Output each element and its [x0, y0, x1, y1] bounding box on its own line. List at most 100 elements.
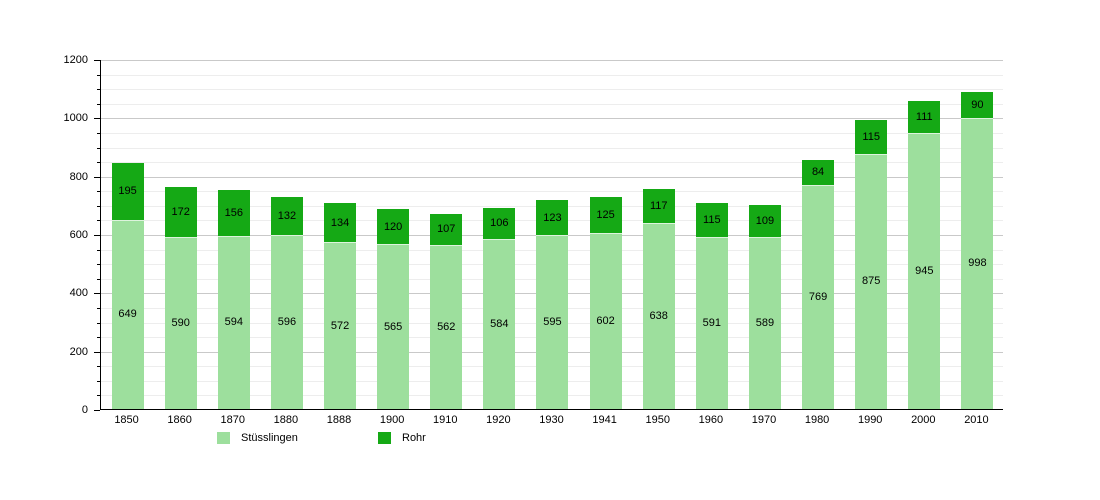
y-axis-major-tick: [94, 60, 100, 61]
bar-segment-rohr: [483, 207, 516, 239]
stacked-bar: 769 84: [802, 60, 835, 409]
bar-value-label-rohr: 106: [490, 217, 509, 230]
y-axis-minor-tick: [97, 191, 100, 193]
bar-value-label-rohr: 123: [543, 211, 562, 224]
bar-segment-rohr: [642, 188, 675, 223]
bar-value-label-stusslingen: 565: [383, 320, 403, 333]
bar-value-label-stusslingen: 998: [968, 257, 987, 270]
bar-segment-rohr: [961, 91, 994, 118]
bar-segment-stusslingen: [802, 184, 835, 409]
stacked-bar: 649 195: [111, 60, 144, 409]
bar-value-label-rohr: 107: [437, 223, 456, 236]
y-axis-minor-tick: [97, 132, 100, 134]
bar-value-label-stusslingen: 769: [808, 290, 828, 303]
bar-column: 591 115: [685, 60, 738, 409]
bar-column: 595 123: [526, 60, 579, 409]
bar-value-label-rohr: 111: [915, 111, 933, 124]
legend-label-stusslingen: Stüsslingen: [241, 432, 298, 444]
y-axis-major-tick: [94, 293, 100, 295]
bar-value-label-rohr: 195: [118, 185, 137, 198]
y-axis-minor-tick: [97, 103, 100, 105]
y-axis-minor-tick: [97, 395, 100, 397]
x-axis-tick-label: 2010: [964, 414, 989, 426]
y-axis-minor-tick: [97, 278, 100, 280]
y-axis-minor-tick: [97, 307, 100, 309]
bar-value-label-stusslingen: 584: [490, 317, 509, 330]
stacked-bar: 565 120: [377, 60, 410, 409]
y-axis-minor-tick: [97, 366, 100, 368]
legend-item-rohr: Rohr: [378, 431, 426, 445]
stacked-bar: 596 132: [270, 60, 303, 409]
bar-segment-stusslingen: [430, 245, 463, 409]
bar-segment-rohr: [430, 213, 463, 246]
bar-value-label-stusslingen: 602: [596, 315, 615, 328]
bar-segment-stusslingen: [164, 236, 197, 409]
stacked-bar: 572 134: [324, 60, 357, 409]
gridline-minor: [101, 103, 1003, 105]
bar-column: 594 156: [207, 60, 260, 409]
stacked-bar: 562 107: [430, 60, 463, 409]
bar-column: 596 132: [260, 60, 313, 409]
x-axis-tick-label: 1900: [379, 414, 405, 426]
bar-value-label-rohr: 117: [649, 199, 668, 212]
bar-value-label-rohr: 115: [862, 131, 880, 144]
legend-label-rohr: Rohr: [402, 432, 426, 444]
legend-item-stusslingen: Stüsslingen: [217, 431, 298, 445]
bar-column: 565 120: [367, 60, 420, 409]
bar-column: 875 115: [845, 60, 898, 409]
y-axis-minor-tick: [97, 264, 100, 266]
bar-segment-rohr: [802, 160, 835, 185]
x-axis-tick-label: 1960: [698, 414, 724, 426]
bar-segment-rohr: [111, 162, 144, 220]
bar-value-label-stusslingen: 875: [862, 275, 881, 288]
gridline-minor: [101, 147, 1003, 149]
bar-segment-stusslingen: [377, 244, 410, 409]
x-axis-tick-label: 1870: [220, 414, 246, 426]
x-axis-tick-label: 1850: [114, 414, 139, 426]
bar-segment-rohr: [748, 205, 781, 238]
plot-area: 649 195 590 172 594 156 596 132 572 134 565 120 562 1…: [94, 60, 1003, 411]
y-axis-tick-label: 1200: [63, 54, 88, 66]
bar-column: 589 109: [738, 60, 791, 409]
stacked-bar: 638 117: [642, 60, 675, 409]
gridline-major: [101, 118, 1003, 120]
bar-value-label-stusslingen: 591: [702, 316, 721, 329]
bar-column: 769 84: [792, 60, 845, 409]
bar-value-label-rohr: 84: [811, 166, 825, 179]
bar-segment-rohr: [270, 196, 303, 236]
y-axis-minor-tick: [97, 322, 100, 324]
bar-segment-stusslingen: [589, 233, 622, 409]
bar-segment-rohr: [164, 186, 197, 237]
x-axis-tick-label: 1880: [273, 414, 299, 426]
bar-value-label-rohr: 120: [383, 220, 403, 233]
y-axis-major-tick: [94, 176, 100, 178]
y-axis-tick-label: 800: [69, 170, 88, 183]
stacked-bar: 945 111: [908, 60, 941, 409]
y-axis-minor-tick: [97, 380, 100, 382]
bar-segment-stusslingen: [748, 237, 781, 409]
gridline-minor: [101, 191, 1003, 193]
legend-swatch-rohr: [378, 432, 391, 444]
bar-segment-rohr: [695, 203, 728, 237]
x-axis-tick-label: 1970: [751, 414, 777, 426]
y-axis-minor-tick: [97, 337, 100, 339]
bar-value-label-rohr: 109: [755, 215, 775, 228]
bar-column: 562 107: [420, 60, 473, 409]
bar-segment-stusslingen: [111, 219, 144, 409]
bar-segment-stusslingen: [961, 117, 994, 409]
y-axis-major-tick: [94, 410, 100, 411]
x-axis-tick-label: 1941: [592, 414, 617, 426]
x-axis-tick-label: 1990: [857, 414, 883, 426]
stacked-bar: 584 106: [483, 60, 516, 409]
x-axis-tick-label: 1950: [645, 414, 670, 426]
bar-segment-stusslingen: [217, 235, 250, 409]
bar-value-label-stusslingen: 595: [543, 316, 562, 329]
bar-column: 572 134: [313, 60, 366, 409]
y-axis-tick-label: 1000: [63, 112, 88, 125]
stacked-bar: 589 109: [748, 60, 781, 409]
y-axis-minor-tick: [97, 89, 100, 91]
y-axis-tick-label: 0: [81, 404, 88, 416]
bar-segment-stusslingen: [483, 238, 516, 409]
bar-segment-rohr: [536, 199, 569, 236]
x-axis-tick-label: 1888: [326, 414, 352, 426]
